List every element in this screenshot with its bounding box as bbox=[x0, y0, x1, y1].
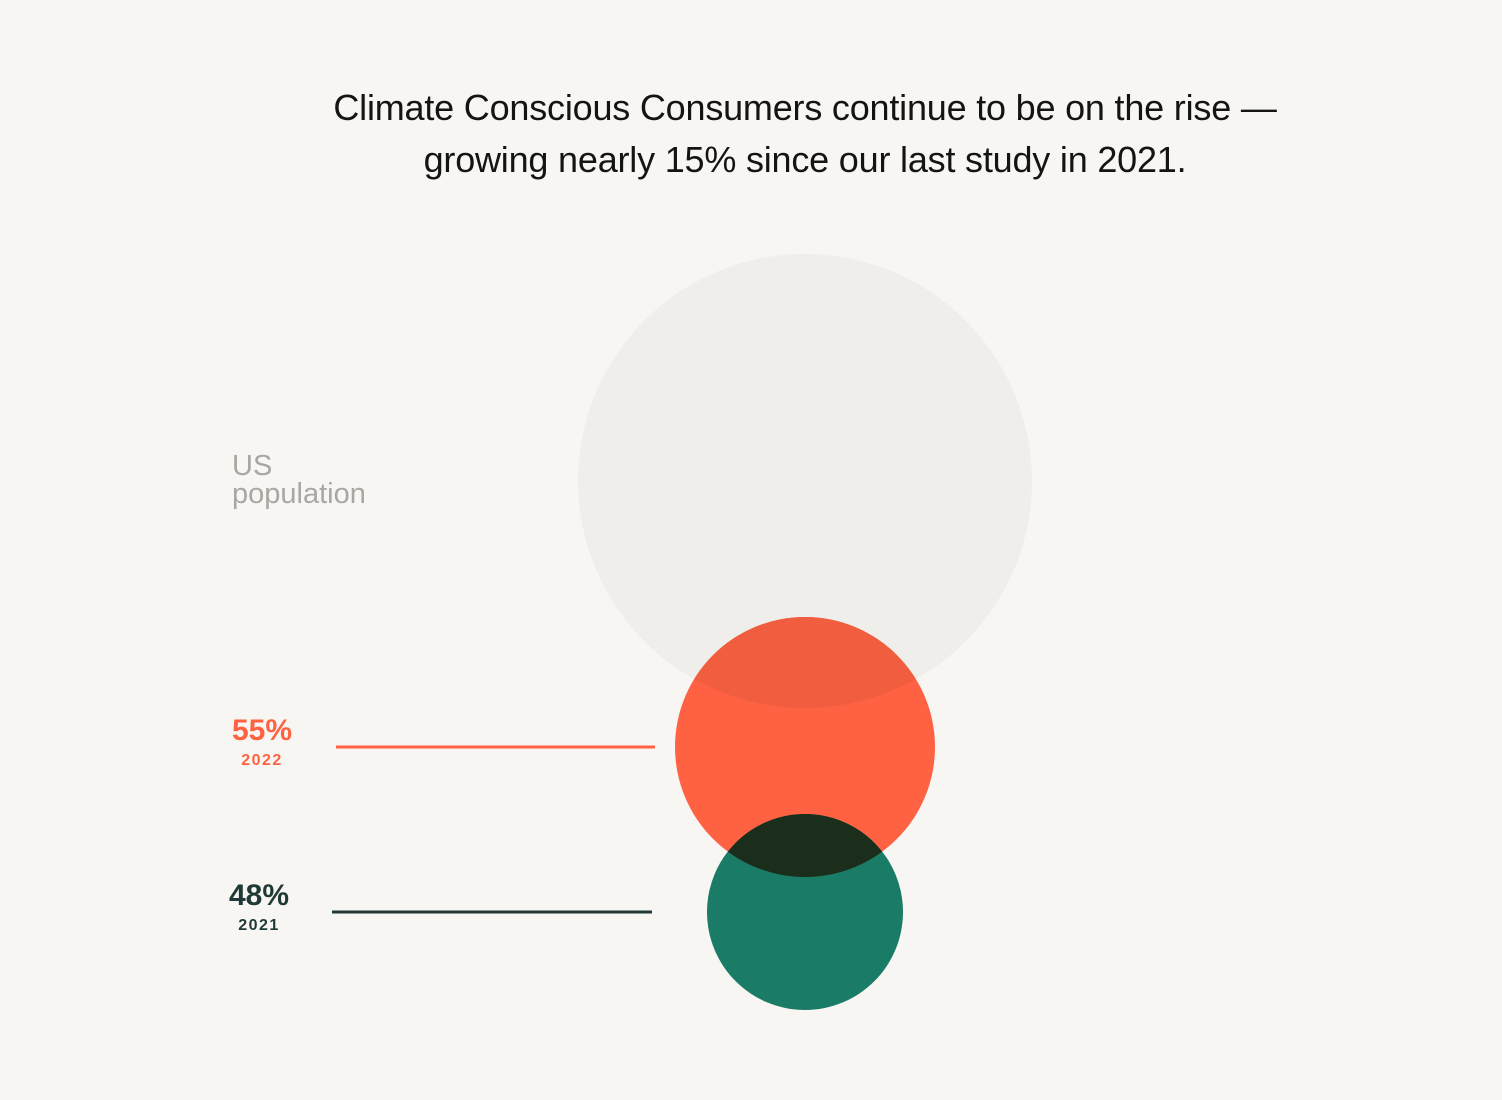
bubble-2022-population-overlap bbox=[675, 617, 935, 708]
chart-title-line-1: Climate Conscious Consumers continue to … bbox=[333, 87, 1277, 128]
data-label-2021: 48% 2021 bbox=[224, 880, 294, 935]
population-label-line-1: US bbox=[232, 450, 273, 482]
chart-title: Climate Conscious Consumers continue to … bbox=[200, 82, 1410, 186]
population-circle bbox=[578, 254, 1032, 708]
bubble-2021-2022-overlap bbox=[707, 814, 903, 877]
data-label-2021-value: 48% bbox=[228, 879, 290, 912]
population-label-line-2: population bbox=[232, 478, 366, 510]
data-label-2022: 55% 2022 bbox=[227, 715, 297, 770]
population-label: US population bbox=[232, 450, 366, 510]
data-label-2022-year: 2022 bbox=[241, 752, 283, 769]
chart-title-line-2: growing nearly 15% since our last study … bbox=[423, 139, 1187, 180]
data-label-2021-year: 2021 bbox=[238, 917, 280, 934]
data-label-2022-value: 55% bbox=[231, 714, 293, 747]
